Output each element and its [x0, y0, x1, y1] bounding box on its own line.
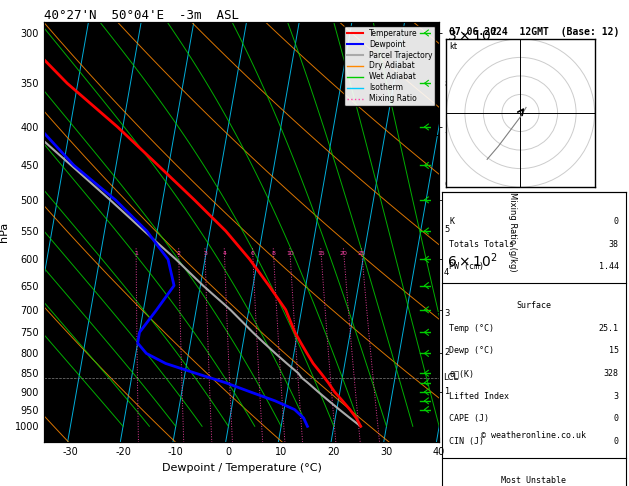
Text: 0: 0: [613, 217, 618, 226]
Text: 07.06.2024  12GMT  (Base: 12): 07.06.2024 12GMT (Base: 12): [448, 27, 619, 37]
Text: PW (cm): PW (cm): [449, 262, 484, 271]
Text: 38: 38: [608, 240, 618, 249]
Text: CAPE (J): CAPE (J): [449, 415, 489, 423]
Text: 3: 3: [613, 392, 618, 401]
Text: kt: kt: [449, 42, 457, 51]
Text: Dewp (°C): Dewp (°C): [449, 347, 494, 355]
Text: 10: 10: [286, 251, 294, 257]
Text: K: K: [449, 217, 454, 226]
Text: 25.1: 25.1: [599, 324, 618, 332]
Text: 1.44: 1.44: [599, 262, 618, 271]
Text: 6: 6: [251, 251, 255, 257]
Text: 4: 4: [223, 251, 226, 257]
Text: 3: 3: [203, 251, 207, 257]
Text: CIN (J): CIN (J): [449, 437, 484, 446]
X-axis label: Dewpoint / Temperature (°C): Dewpoint / Temperature (°C): [162, 463, 321, 473]
Text: Lifted Index: Lifted Index: [449, 392, 509, 401]
Text: 20: 20: [340, 251, 348, 257]
Text: Temp (°C): Temp (°C): [449, 324, 494, 332]
Text: 328: 328: [603, 369, 618, 378]
Legend: Temperature, Dewpoint, Parcel Trajectory, Dry Adiabat, Wet Adiabat, Isotherm, Mi: Temperature, Dewpoint, Parcel Trajectory…: [344, 26, 435, 106]
Text: Surface: Surface: [516, 301, 552, 310]
Text: 8: 8: [272, 251, 276, 257]
Text: 0: 0: [613, 437, 618, 446]
Text: 25: 25: [358, 251, 366, 257]
Text: θᴇ(K): θᴇ(K): [449, 369, 474, 378]
Text: 40°27'N  50°04'E  -3m  ASL: 40°27'N 50°04'E -3m ASL: [44, 9, 239, 22]
Text: 15: 15: [608, 347, 618, 355]
Text: 0: 0: [613, 415, 618, 423]
Text: 2: 2: [177, 251, 181, 257]
Text: © weatheronline.co.uk: © weatheronline.co.uk: [481, 431, 586, 440]
Text: LCL: LCL: [443, 373, 459, 382]
Text: 15: 15: [317, 251, 325, 257]
Y-axis label: hPa: hPa: [0, 222, 9, 242]
Text: 1: 1: [134, 251, 138, 257]
Text: Totals Totals: Totals Totals: [449, 240, 515, 249]
Y-axis label: Mixing Ratio (g/kg): Mixing Ratio (g/kg): [508, 192, 517, 272]
Text: Most Unstable: Most Unstable: [501, 476, 567, 485]
